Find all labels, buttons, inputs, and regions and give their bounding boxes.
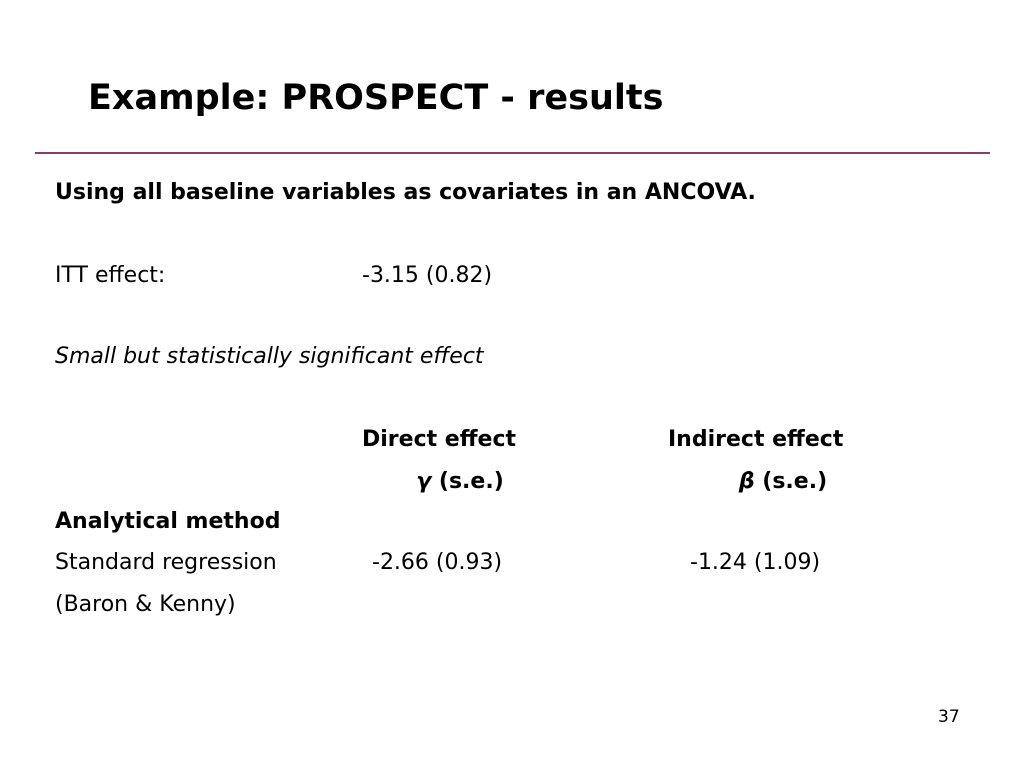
note: Small but statistically significant effe… — [55, 344, 484, 369]
unit: (s.e.) — [762, 469, 828, 494]
itt-label: ITT effect: — [55, 263, 166, 288]
symbol: β — [738, 469, 755, 494]
column-subheading: γ (s.e.) — [362, 468, 558, 496]
symbol: γ — [416, 469, 432, 494]
slide-title: Example: PROSPECT - results — [88, 78, 664, 118]
cell: -1.24 (1.09) — [690, 550, 821, 575]
unit: (s.e.) — [438, 469, 504, 494]
cell: -2.66 (0.93) — [372, 550, 503, 575]
column-heading: Direct effect — [362, 427, 517, 452]
title-rule — [35, 152, 990, 154]
column-heading: Indirect effect — [668, 427, 844, 452]
intro: Using all baseline variables as covariat… — [55, 180, 756, 205]
column-subheading: β (s.e.) — [668, 468, 898, 496]
row-label: Standard regression — [55, 550, 277, 575]
page-number: 37 — [938, 707, 960, 727]
itt-value: -3.15 (0.82) — [362, 263, 493, 288]
row-label: (Baron & Kenny) — [55, 592, 236, 617]
row-group: Analytical method — [55, 509, 281, 534]
